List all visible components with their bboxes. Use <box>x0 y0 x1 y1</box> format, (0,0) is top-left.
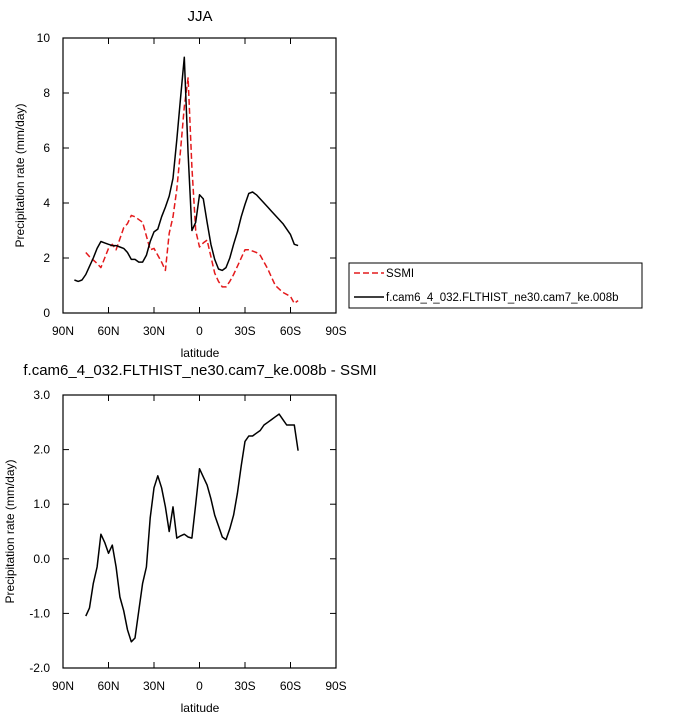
chart1-xtick-label: 60N <box>97 324 119 338</box>
bottom-chart: f.cam6_4_032.FLTHIST_ne30.cam7_ke.008b -… <box>3 362 377 715</box>
chart1-title: JJA <box>187 8 212 25</box>
chart1-ytick-label: 2 <box>43 251 50 265</box>
chart1-plot-frame <box>62 37 337 314</box>
chart2-ytick-label: 0.0 <box>33 552 50 566</box>
chart1-xtick-label: 30N <box>143 324 165 338</box>
chart2-ytick-label: 3.0 <box>33 388 50 402</box>
chart2-ytick-label: 2.0 <box>33 443 50 457</box>
chart1-ylabel: Precipitation rate (mm/day) <box>13 103 27 247</box>
chart2-ticks: 90N 60N 30N 0 30S 60S 90S -2.0 -1.0 0.0 1.0 2.0 3.0 <box>29 388 346 693</box>
chart1-series <box>74 56 299 305</box>
chart1-ytick-label: 8 <box>43 86 50 100</box>
chart2-xlabel: latitude <box>181 701 220 715</box>
chart2-ylabel: Precipitation rate (mm/day) <box>3 459 17 603</box>
chart2-xtick-label: 90N <box>52 679 74 693</box>
legend-label-model: f.cam6_4_032.FLTHIST_ne30.cam7_ke.008b <box>386 292 618 304</box>
chart1-ytick-label: 4 <box>43 196 50 210</box>
chart2-series <box>85 413 299 643</box>
chart2-xtick-label: 60N <box>97 679 119 693</box>
chart1-series-line-0 <box>85 77 299 305</box>
chart1-xtick-label: 90N <box>52 324 74 338</box>
chart2-xtick-label: 30S <box>234 679 255 693</box>
chart2-ytick-label: -1.0 <box>29 606 50 620</box>
legend-label-ssmi: SSMI <box>386 268 414 280</box>
chart2-title: f.cam6_4_032.FLTHIST_ne30.cam7_ke.008b -… <box>23 362 376 379</box>
chart1-ytick-label: 0 <box>43 306 50 320</box>
chart1-xlabel: latitude <box>181 346 220 360</box>
chart2-ytick-label: -2.0 <box>29 661 50 675</box>
chart2-xtick-label: 0 <box>196 679 203 693</box>
chart2-xtick-label: 90S <box>325 679 346 693</box>
chart1-xtick-label: 30S <box>234 324 255 338</box>
chart1-ytick-label: 10 <box>37 31 51 45</box>
chart2-xtick-label: 60S <box>280 679 301 693</box>
chart1-ticks: 90N 60N 30N 0 30S 60S 90S 0 2 4 6 8 10 <box>37 31 347 338</box>
legend-box <box>348 262 643 309</box>
chart1-xtick-label: 60S <box>280 324 301 338</box>
chart1-series-line-1 <box>74 56 299 283</box>
chart2-ytick-label: 1.0 <box>33 497 50 511</box>
chart1-xtick-label: 0 <box>196 324 203 338</box>
chart1-xtick-label: 90S <box>325 324 346 338</box>
chart2-xtick-label: 30N <box>143 679 165 693</box>
chart1-ytick-label: 6 <box>43 141 50 155</box>
chart2-series-line-0 <box>85 413 299 643</box>
chart2-plot-frame <box>62 394 337 669</box>
chart1-legend: SSMI f.cam6_4_032.FLTHIST_ne30.cam7_ke.0… <box>348 262 643 309</box>
